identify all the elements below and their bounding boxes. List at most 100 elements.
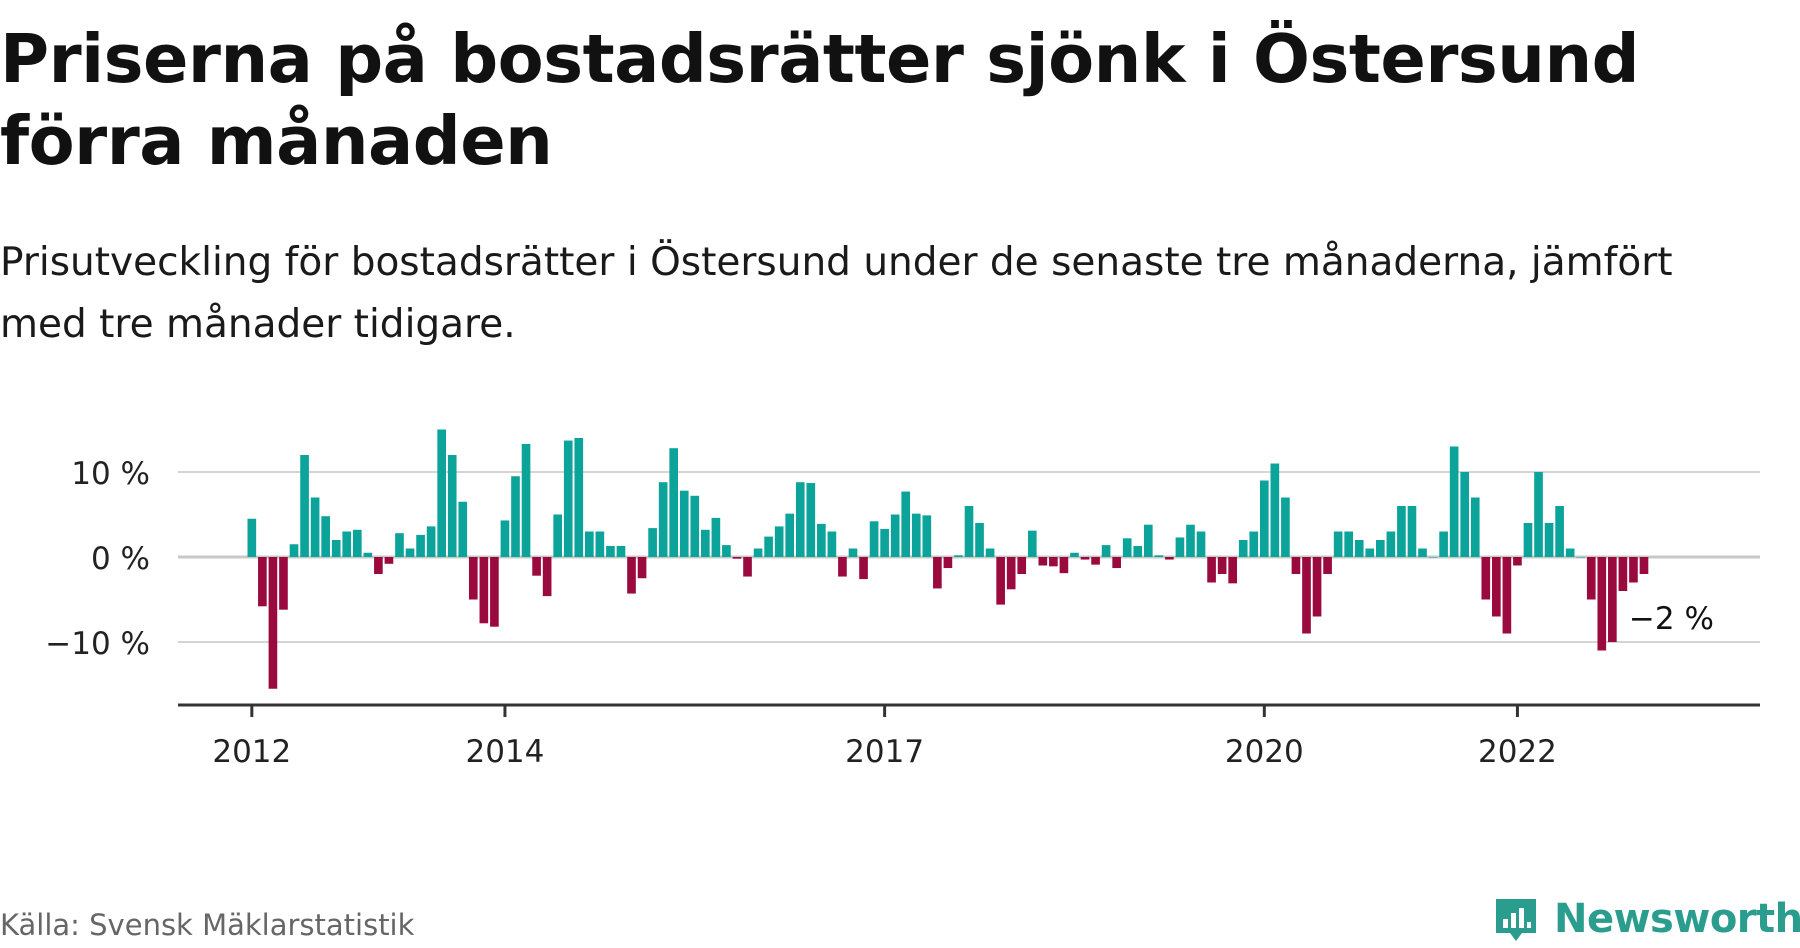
bar <box>585 531 594 557</box>
bar <box>1534 472 1543 557</box>
annotation: −2 % <box>1625 598 1717 641</box>
bar <box>1586 557 1596 600</box>
bar <box>1006 557 1016 590</box>
bar <box>774 526 784 557</box>
bar <box>310 497 320 557</box>
bar <box>911 513 921 557</box>
bar <box>1513 557 1522 566</box>
bar <box>468 557 478 600</box>
bar <box>1281 497 1290 557</box>
bar <box>975 523 984 557</box>
bar <box>1238 540 1248 557</box>
bar <box>268 557 278 689</box>
bar <box>426 526 436 557</box>
y-tick-label: 0 % <box>91 541 150 577</box>
bar <box>1196 531 1206 557</box>
bar <box>1428 557 1438 558</box>
bar <box>1154 555 1164 557</box>
y-axis-labels: 10 % 0 % −10 % <box>45 456 150 662</box>
bar <box>1017 557 1027 574</box>
chart-subtitle: Prisutveckling för bostadsrätter i Öster… <box>0 240 1673 347</box>
bar <box>753 548 763 557</box>
bar <box>1354 540 1364 557</box>
x-axis: 2012 2014 2017 2020 2022 <box>178 703 1760 770</box>
bar <box>563 440 573 557</box>
bar <box>374 557 383 574</box>
bar <box>869 521 879 557</box>
chart-title: Priserna på bostadsrätter sjönk i Östers… <box>0 20 1640 180</box>
newsworthy-logo-icon <box>1496 899 1536 941</box>
bar <box>1407 506 1417 557</box>
bar <box>838 557 847 577</box>
bar <box>711 517 721 557</box>
bar <box>352 529 362 557</box>
bar <box>701 529 710 557</box>
bar <box>521 443 531 557</box>
bar <box>1312 557 1322 617</box>
bar <box>943 557 953 569</box>
bar <box>1470 497 1480 557</box>
bar <box>890 514 900 557</box>
bar <box>1186 524 1195 557</box>
source-note: Källa: Svensk Mäklarstatistik <box>0 908 415 942</box>
bar <box>321 516 330 557</box>
bar <box>1333 531 1343 557</box>
bar <box>1555 506 1564 557</box>
bar <box>1112 557 1121 569</box>
bar <box>996 557 1005 605</box>
x-tick-label: 2022 <box>1478 734 1557 770</box>
bar <box>1101 545 1111 557</box>
bar <box>1397 506 1406 557</box>
bar <box>1270 463 1280 557</box>
bar <box>1639 557 1649 574</box>
bar <box>922 515 932 557</box>
bars <box>247 429 1649 689</box>
bar <box>933 557 942 589</box>
bar <box>1228 557 1237 584</box>
bar <box>1629 557 1638 583</box>
bar <box>500 520 510 557</box>
bar <box>1080 557 1090 560</box>
bar <box>532 557 541 576</box>
bar <box>1597 557 1607 651</box>
bar <box>342 531 352 557</box>
bar <box>553 514 563 557</box>
bar <box>1070 552 1079 557</box>
bar <box>827 531 837 557</box>
bar <box>637 557 647 579</box>
bar <box>1302 557 1311 634</box>
bar <box>648 528 657 557</box>
bar <box>1608 557 1617 642</box>
bar <box>785 513 795 557</box>
bar <box>384 557 394 564</box>
bar <box>447 455 457 557</box>
bar <box>848 548 858 557</box>
bar <box>1492 557 1501 617</box>
bar <box>1059 557 1069 574</box>
bar <box>1460 472 1470 557</box>
bar <box>1576 557 1586 558</box>
bar <box>1344 531 1354 557</box>
bar <box>416 534 425 557</box>
bar <box>1544 523 1554 557</box>
bar <box>542 557 552 597</box>
bar <box>1291 557 1301 574</box>
bar <box>1217 557 1227 574</box>
bar <box>1418 548 1427 557</box>
bar <box>806 483 816 557</box>
bar <box>985 548 995 557</box>
brand-name: Newsworthy <box>1554 896 1800 942</box>
bar <box>1323 557 1332 574</box>
bar <box>331 540 341 557</box>
bar <box>1481 557 1491 600</box>
bar <box>1165 557 1174 560</box>
bar <box>1376 540 1385 557</box>
y-tick-label: 10 % <box>71 456 150 492</box>
bar <box>690 495 700 557</box>
bar <box>1038 557 1048 566</box>
bar <box>247 518 257 557</box>
bar <box>395 533 404 557</box>
annotation-label: −2 % <box>1629 601 1714 637</box>
bar <box>1259 480 1269 557</box>
bar <box>817 523 826 557</box>
